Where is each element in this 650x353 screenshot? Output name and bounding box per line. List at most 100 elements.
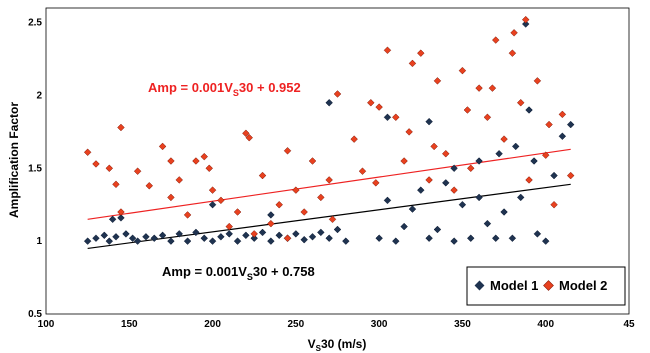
point-model-1 [400, 222, 408, 231]
point-model-2 [375, 103, 383, 111]
point-model-2 [333, 90, 342, 98]
point-model-2 [300, 208, 308, 216]
point-model-1 [550, 171, 558, 180]
point-model-1 [325, 234, 333, 242]
point-model-1 [508, 234, 517, 242]
point-model-1 [467, 234, 475, 242]
point-model-2 [258, 171, 267, 180]
point-model-1 [217, 233, 225, 241]
point-model-2 [367, 98, 375, 107]
point-model-2 [145, 182, 154, 190]
point-model-1 [383, 196, 392, 205]
point-model-1 [250, 234, 258, 242]
point-model-1 [208, 237, 217, 245]
point-model-2 [283, 234, 292, 242]
eq1-sub: S [247, 272, 253, 282]
point-model-2 [117, 123, 125, 132]
x-tick-label: 250 [288, 319, 305, 330]
point-model-1 [83, 237, 92, 245]
point-model-2 [358, 167, 367, 175]
x-tick-label: 45 [623, 319, 635, 330]
y-tick-label: 1 [36, 236, 42, 247]
point-model-2 [372, 179, 380, 187]
point-model-2 [463, 106, 472, 114]
point-model-1 [342, 237, 350, 245]
point-model-1 [458, 200, 467, 209]
point-model-2 [308, 157, 317, 165]
point-model-2 [483, 113, 492, 122]
legend-label-model-1: Model 1 [490, 278, 538, 293]
fit-line-model-2 [87, 148, 571, 220]
point-model-1 [128, 234, 137, 242]
point-model-2 [408, 59, 417, 68]
point-model-2 [83, 148, 92, 157]
point-model-2 [475, 84, 483, 92]
point-model-2 [488, 84, 497, 92]
point-model-2 [92, 160, 100, 168]
point-model-1 [242, 231, 250, 240]
point-model-1 [533, 230, 542, 238]
point-model-2 [510, 29, 518, 37]
point-model-1 [375, 234, 383, 242]
point-model-2 [516, 98, 525, 107]
point-model-1 [450, 164, 458, 173]
point-model-2 [217, 196, 225, 205]
point-model-1 [267, 211, 275, 219]
point-model-1 [108, 215, 117, 224]
point-model-2 [292, 186, 300, 194]
point-model-1 [425, 117, 433, 126]
ticks-layer: 100 150 200 250 300 350 400 45 0.5 1 1.5 2 2.5 [28, 18, 635, 330]
point-model-1 [392, 237, 400, 245]
point-model-1 [450, 237, 458, 245]
point-model-1 [275, 231, 283, 240]
x-tick-label: 200 [204, 319, 221, 330]
point-model-2 [250, 230, 258, 238]
point-model-2 [275, 200, 283, 209]
point-model-1 [475, 193, 483, 202]
point-model-2 [105, 164, 114, 173]
point-model-2 [545, 120, 553, 129]
point-model-1 [442, 179, 450, 187]
point-model-1 [183, 237, 192, 245]
point-model-2 [525, 176, 533, 184]
point-model-2 [430, 142, 438, 151]
point-model-2 [521, 15, 530, 24]
fit-line-model-1 [87, 183, 571, 250]
point-model-2 [225, 222, 233, 231]
point-model-1 [433, 225, 442, 234]
point-model-1 [516, 193, 525, 202]
point-model-1 [495, 149, 503, 158]
legend-marker-model-1 [474, 280, 485, 291]
point-model-2 [442, 149, 450, 158]
legend: Model 1 Model 2 [466, 266, 626, 306]
point-model-1 [117, 214, 125, 222]
point-model-2 [400, 157, 408, 165]
point-model-2 [167, 157, 175, 165]
point-model-2 [566, 171, 575, 180]
point-model-2 [208, 186, 217, 194]
point-model-2 [450, 186, 458, 194]
point-model-1 [558, 132, 567, 140]
equation-model-1: Amp = 0.001VS30 + 0.758 [162, 264, 315, 282]
point-model-2 [383, 46, 392, 55]
point-model-2 [245, 133, 253, 142]
point-model-1 [208, 200, 217, 209]
point-model-1 [511, 142, 520, 151]
point-model-2 [117, 208, 125, 216]
x-tick-label: 100 [38, 319, 55, 330]
point-model-2 [317, 193, 325, 202]
x-axis-title: VS30 (m/s) [308, 337, 367, 353]
point-model-1 [525, 106, 533, 114]
point-model-2 [467, 164, 475, 173]
point-model-2 [433, 77, 442, 85]
eq2-prefix: Amp = 0.001V [148, 80, 233, 95]
point-model-2 [167, 193, 175, 202]
x-tick-label: 150 [121, 319, 138, 330]
point-model-1 [292, 230, 300, 238]
point-model-1 [200, 234, 208, 242]
point-model-1 [521, 20, 530, 28]
point-model-2 [192, 157, 200, 165]
point-model-2 [491, 36, 500, 44]
point-model-1 [100, 231, 109, 240]
point-model-2 [133, 167, 142, 175]
